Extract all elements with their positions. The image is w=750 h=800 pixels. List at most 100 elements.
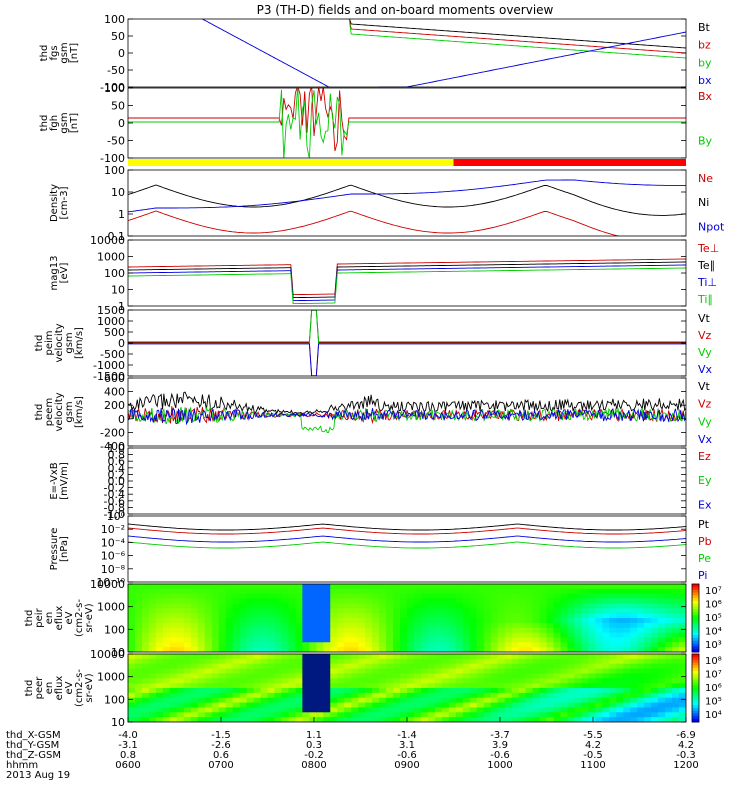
heatmap-cell [267,584,276,590]
heatmap-cell [581,593,589,600]
heatmap-cell [672,642,680,648]
heatmap-cell [525,668,534,675]
heatmap-cell [623,712,631,718]
heatmap-cell [448,683,457,689]
heatmap-cell [204,647,213,652]
heatmap-cell [651,683,659,689]
heatmap-cell [623,717,631,722]
heatmap-cell [316,593,324,600]
y-tick-label: -200 [100,426,125,439]
heatmap-cell [134,654,143,660]
heatmap-cell [413,697,422,704]
heatmap-cell [483,584,492,590]
heatmap-cell [155,692,164,699]
heatmap-cell [448,593,457,600]
heatmap-cell [462,717,471,722]
plot-area [128,584,686,652]
heatmap-cell [134,622,143,629]
heatmap-cell [651,702,659,709]
heatmap-cell [665,622,673,629]
heatmap-cell [630,593,638,600]
colorbar-swatch [692,713,699,717]
heatmap-cell [183,658,192,665]
heatmap-cell [504,678,513,684]
heatmap-cell [281,584,290,590]
heatmap-cell [288,658,296,665]
heatmap-cell [637,642,645,648]
heatmap-cell [407,642,415,648]
heatmap-cell [609,627,617,634]
heatmap-cell [525,637,534,643]
legend-entry: Ti∥ [697,293,713,306]
heatmap-cell [407,618,415,624]
heatmap-cell [204,584,213,590]
heatmap-cell [637,707,645,713]
heatmap-cell [148,658,157,665]
heatmap-cell [441,658,450,665]
x-axis-value: 0800 [301,760,326,771]
heatmap-cell [560,598,569,605]
heatmap-cell [344,603,352,609]
heatmap-cell [560,717,569,722]
heatmap-cell [525,632,534,639]
heatmap-cell [546,697,555,704]
heatmap-cell [427,593,436,600]
heatmap-cell [267,588,276,595]
heatmap-cell [588,647,596,652]
heatmap-cell [448,697,457,704]
heatmap-cell [197,707,206,713]
heatmap-cell [232,702,241,709]
heatmap-cell [567,683,575,689]
heatmap-cell [337,618,345,624]
heatmap-cell [155,697,164,704]
heatmap-cell [337,598,345,605]
heatmap-cell [337,688,345,694]
heatmap-cell [155,588,164,595]
heatmap-cell [602,627,610,634]
heatmap-cell [518,692,527,699]
heatmap-cell [302,663,310,670]
x-axis-value: 0.8 [120,750,136,761]
heatmap-cell [274,712,283,718]
heatmap-cell [532,717,541,722]
heatmap-cell [455,637,464,643]
heatmap-cell [455,627,464,634]
series-ti∥-line [128,267,686,305]
heatmap-cell [504,618,513,624]
heatmap-cell [218,712,227,718]
heatmap-cell [672,712,680,718]
y-axis-label: fgs [49,45,60,60]
heatmap-cell [183,642,192,648]
heatmap-cell [532,632,541,639]
heatmap-cell [365,608,373,614]
heatmap-cell [141,588,150,595]
heatmap-cell [476,647,485,652]
heatmap-cell [455,654,464,660]
x-axis-value: 1.1 [306,730,322,741]
x-axis-value: 1200 [673,760,698,771]
heatmap-cell [413,678,422,684]
heatmap-cell [267,627,276,634]
heatmap-cell [441,692,450,699]
heatmap-cell [211,668,220,675]
heatmap-cell [658,588,666,595]
heatmap-cell [407,627,415,634]
heatmap-cell [420,613,429,619]
heatmap-cell [469,613,478,619]
colorbar-tick-label: 10³ [705,640,722,651]
heatmap-cell [448,603,457,609]
heatmap-cell [155,712,164,718]
heatmap-cell [372,697,380,704]
heatmap-cell [295,637,303,643]
heatmap-cell [330,668,338,675]
heatmap-cell [574,637,582,643]
heatmap-cell [281,697,290,704]
heatmap-cell [581,658,589,665]
heatmap-cell [372,627,380,634]
heatmap-cell [155,688,164,694]
heatmap-cell [658,692,666,699]
heatmap-cell [386,627,394,634]
heatmap-cell [204,622,213,629]
heatmap-cell [434,622,443,629]
heatmap-cell [630,584,638,590]
